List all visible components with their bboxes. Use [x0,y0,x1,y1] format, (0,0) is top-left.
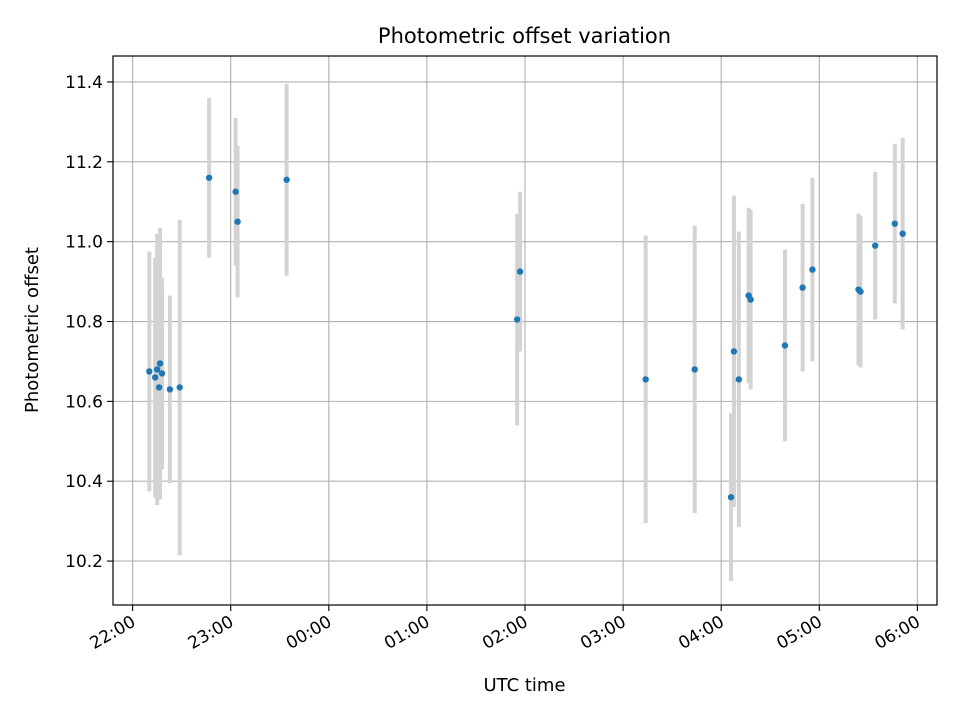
y-axis-label: Photometric offset [22,247,43,413]
grid [113,56,937,605]
data-point [735,376,743,383]
y-axis-ticks: 10.2 10.4 10.6 10.8 11.0 11.2 11.4 [65,73,113,572]
data-point [730,348,738,355]
data-point [205,174,213,181]
data-point [891,220,899,227]
data-point [153,366,161,373]
data-point [857,288,864,295]
data-point [234,218,241,225]
y-tick-label: 10.8 [65,313,103,333]
data-point [155,384,163,391]
chart-title: Photometric offset variation [378,24,671,48]
data-points [146,174,906,501]
y-tick-label: 10.6 [65,392,103,412]
y-tick-label: 11.2 [65,153,103,173]
data-point [176,384,183,391]
data-point [166,386,174,393]
data-point [872,242,879,249]
data-point [516,268,524,275]
y-tick-label: 11.0 [65,233,103,253]
data-point [232,188,239,195]
data-point [156,360,164,367]
data-point [691,366,698,373]
y-tick-label: 10.2 [65,552,103,572]
data-point [158,370,166,377]
data-point [899,230,906,237]
y-tick-label: 10.4 [65,472,103,492]
data-point [151,374,159,381]
y-tick-label: 11.4 [65,73,103,93]
data-point [809,266,816,273]
x-axis-label: UTC time [483,675,565,696]
data-point [283,176,290,183]
data-point [747,296,754,303]
data-point [146,368,153,375]
data-point [727,493,735,501]
data-point [642,376,649,383]
data-point [513,316,521,323]
data-point [781,342,789,349]
data-point [799,284,806,291]
